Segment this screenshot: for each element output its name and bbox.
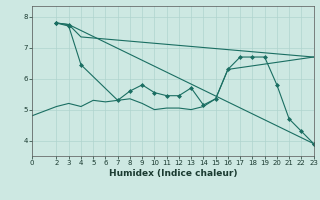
X-axis label: Humidex (Indice chaleur): Humidex (Indice chaleur) — [108, 169, 237, 178]
